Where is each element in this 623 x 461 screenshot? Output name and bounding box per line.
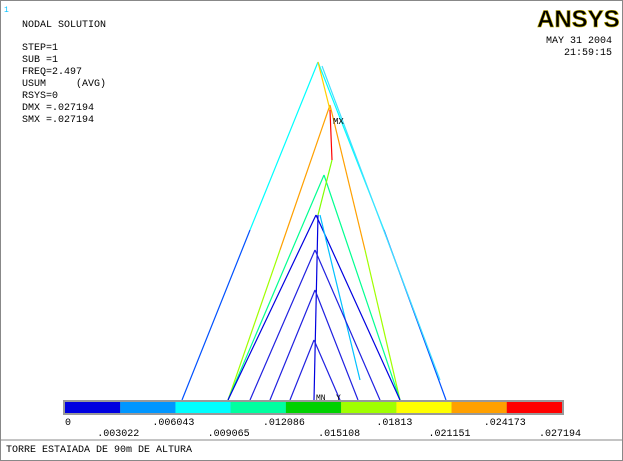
info-line: STEP=1 (22, 43, 58, 54)
max-label: MX (333, 117, 344, 127)
plot-title: NODAL SOLUTION (22, 20, 106, 31)
legend-label: .021151 (429, 429, 471, 440)
legend-label: .003022 (97, 429, 139, 440)
legend-label: .012086 (263, 418, 305, 429)
footer-title: TORRE ESTAIADA DE 90m DE ALTURA (6, 445, 192, 456)
ansys-window: 1 NODAL SOLUTION STEP=1SUB =1FREQ=2.497U… (0, 0, 623, 461)
legend-band (120, 402, 175, 413)
info-line: FREQ=2.497 (22, 67, 82, 78)
legend-band (286, 402, 341, 413)
legend-band (452, 402, 507, 413)
info-line: SUB =1 (22, 55, 58, 66)
legend-band (65, 402, 120, 413)
frame (1, 1, 623, 461)
legend-label: .024173 (484, 418, 526, 429)
info-line: RSYS=0 (22, 91, 58, 102)
legend-band (507, 402, 562, 413)
time: 21:59:15 (564, 48, 612, 59)
legend-label: 0 (65, 418, 71, 429)
logo: ANSYS (537, 6, 620, 33)
legend-band (341, 402, 396, 413)
info-line: SMX =.027194 (22, 115, 94, 126)
legend-label: .009065 (208, 429, 250, 440)
info-line: DMX =.027194 (22, 103, 94, 114)
legend-label: .006043 (152, 418, 194, 429)
info-line: USUM (AVG) (22, 78, 106, 90)
window-number: 1 (4, 6, 9, 15)
legend-label: .015108 (318, 429, 360, 440)
legend-label: .027194 (539, 429, 581, 440)
legend-band (396, 402, 451, 413)
legend-band (175, 402, 230, 413)
legend-band (231, 402, 286, 413)
legend-label: .01813 (376, 418, 412, 429)
date: MAY 31 2004 (546, 36, 612, 47)
